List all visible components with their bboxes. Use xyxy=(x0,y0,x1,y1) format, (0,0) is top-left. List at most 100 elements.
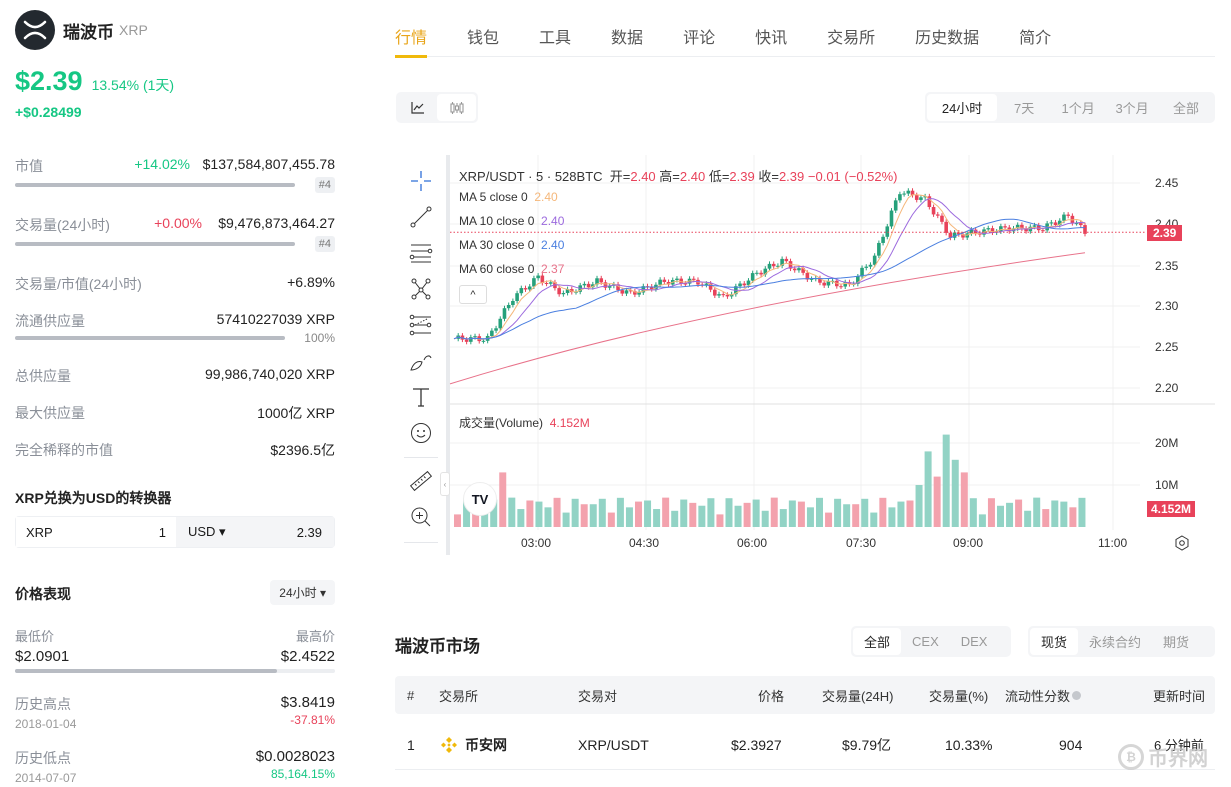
filter-cex[interactable]: CEX xyxy=(912,634,939,649)
row-exchange[interactable]: 币安网 xyxy=(439,720,507,769)
tab-wallet[interactable]: 钱包 xyxy=(467,30,500,47)
from-value[interactable]: 1 xyxy=(158,524,166,540)
range-1m[interactable]: 1个月 xyxy=(1061,101,1095,116)
chart-settings-button[interactable] xyxy=(1174,535,1190,556)
range-7d[interactable]: 7天 xyxy=(1014,101,1035,116)
col-volume-pct[interactable]: 交易量(%) xyxy=(929,688,989,704)
time-tick: 07:30 xyxy=(846,536,877,550)
emoji-tool[interactable] xyxy=(409,421,433,445)
performance-period-select[interactable]: 24小时 ▾ xyxy=(270,580,335,605)
all-time-low: 历史低点 2014-07-07 $0.0028023 85,164.15% xyxy=(15,748,335,785)
tab-intro[interactable]: 简介 xyxy=(1019,30,1052,47)
converter-from-input[interactable]: XRP 1 xyxy=(16,517,176,547)
filter-spot[interactable]: 现货 xyxy=(1030,628,1079,655)
tab-data[interactable]: 数据 xyxy=(611,30,644,47)
performance-title: 价格表现 xyxy=(15,586,71,602)
fib-tool[interactable] xyxy=(409,313,433,337)
range-all[interactable]: 全部 xyxy=(1173,101,1200,116)
range-24h[interactable]: 24小时 xyxy=(927,94,998,121)
horizontal-lines-tool[interactable] xyxy=(409,241,433,265)
col-liquidity[interactable]: 流动性分数 xyxy=(1005,676,1082,714)
current-price: $2.39 xyxy=(15,66,83,96)
tab-history[interactable]: 历史数据 xyxy=(915,30,980,47)
stat-label: 交易量(24小时) xyxy=(15,217,110,233)
tab-tools[interactable]: 工具 xyxy=(539,30,572,47)
ma10-legend: MA 10 close 0 2.40 xyxy=(459,214,565,228)
stat-pct: +14.02% xyxy=(134,156,190,172)
tab-comments[interactable]: 评论 xyxy=(683,30,716,47)
tab-market[interactable]: 行情 xyxy=(395,0,428,58)
info-icon[interactable] xyxy=(1072,690,1082,700)
watermark: ₿ 币界网 xyxy=(1118,742,1208,771)
volume-bar xyxy=(15,242,295,246)
row-updated: 6 分钟前 xyxy=(1154,738,1204,753)
range-3m[interactable]: 3个月 xyxy=(1115,101,1149,116)
candlestick-chart-button[interactable] xyxy=(437,94,476,121)
low-label: 最低价 xyxy=(15,629,55,644)
row-price: $2.3927 xyxy=(731,736,782,753)
col-volume[interactable]: 交易量(24H) xyxy=(822,688,894,704)
pattern-tool[interactable] xyxy=(409,277,433,301)
volume-legend: 成交量(Volume) 4.152M xyxy=(459,416,590,430)
atl-date: 2014-07-07 xyxy=(15,771,77,785)
tab-news[interactable]: 快讯 xyxy=(755,30,788,47)
stat-max-supply: 最大供应量 1000亿 XRP xyxy=(15,403,335,423)
price-change-abs: +$0.28499 xyxy=(15,104,82,120)
ma5-legend: MA 5 close 0 2.40 xyxy=(459,190,558,204)
text-tool[interactable] xyxy=(409,385,433,409)
price-tick: 2.20 xyxy=(1155,381,1179,395)
chevron-up-icon: ^ xyxy=(470,288,476,301)
tab-exchanges[interactable]: 交易所 xyxy=(827,30,876,47)
pair-label: XRP/USDT · 5 · 528BTC xyxy=(459,169,603,184)
chart-type-toggle xyxy=(396,92,478,123)
row-volume: $9.79亿 xyxy=(842,736,892,753)
row-pair[interactable]: XRP/USDT xyxy=(578,736,649,753)
zoom-tool[interactable] xyxy=(409,505,433,529)
settings-gear-icon xyxy=(1175,535,1189,551)
converter-to: USD ▾ 2.39 xyxy=(176,517,334,547)
crosshair-tool[interactable] xyxy=(409,169,433,193)
filter-futures[interactable]: 期货 xyxy=(1163,635,1190,650)
ohlc-change: −0.01 (−0.52%) xyxy=(807,169,898,184)
measure-tool[interactable] xyxy=(409,469,433,493)
tradingview-logo[interactable]: TV xyxy=(463,482,497,516)
col-price[interactable]: 价格 xyxy=(758,688,785,704)
ath-value: $3.8419 xyxy=(280,694,335,711)
market-cap-bar xyxy=(15,183,295,187)
stat-value: +6.89% xyxy=(287,274,335,290)
parallel-lines-icon xyxy=(409,244,433,263)
line-chart-button[interactable] xyxy=(398,94,437,121)
price-row: $2.39 13.54% (1天) xyxy=(15,66,174,97)
volume-tick: 10M xyxy=(1155,478,1179,492)
last-price-tag: 2.39 xyxy=(1147,225,1183,241)
coin-name: 瑞波币 xyxy=(63,22,114,42)
stat-label: 流通供应量 xyxy=(15,313,85,329)
filter-perpetual[interactable]: 永续合约 xyxy=(1089,635,1142,650)
collapse-toolbar-handle[interactable]: ‹ xyxy=(440,472,450,496)
text-icon xyxy=(413,388,429,407)
stat-label: 最大供应量 xyxy=(15,405,85,421)
row-rank: 1 xyxy=(407,736,415,753)
filter-all[interactable]: 全部 xyxy=(853,628,902,655)
row-liquidity: 904 xyxy=(1059,736,1083,753)
price-tick: 2.30 xyxy=(1155,299,1179,313)
coin-symbol: XRP xyxy=(119,22,148,38)
main-tabs: 行情 钱包 工具 数据 评论 快讯 交易所 历史数据 简介 xyxy=(395,0,1215,58)
filter-dex[interactable]: DEX xyxy=(960,634,988,649)
collapse-legend-button[interactable]: ^ xyxy=(459,285,487,304)
stat-value: $9,476,873,464.27 xyxy=(218,215,335,231)
stat-circulating: 流通供应量 57410227039 XRP xyxy=(15,311,335,331)
line-chart-icon xyxy=(410,101,424,114)
stat-pct: +0.00% xyxy=(154,215,202,231)
trendline-tool[interactable] xyxy=(409,205,433,229)
brush-tool[interactable] xyxy=(409,349,433,373)
ma60-legend: MA 60 close 0 2.37 xyxy=(459,262,565,276)
atl-pct: 85,164.15% xyxy=(270,767,335,781)
to-currency-select[interactable]: USD ▾ xyxy=(188,524,226,539)
toolbar-separator xyxy=(446,155,450,555)
table-row[interactable]: 1 币安网 XRP/USDT $2.3927 $9.79亿 10.33% 904… xyxy=(395,720,1215,770)
converter-title: XRP兑换为USD的转换器 xyxy=(15,490,172,506)
time-tick: 03:00 xyxy=(521,536,552,550)
last-volume-tag: 4.152M xyxy=(1147,501,1196,517)
market-type-filter: 全部 CEX DEX xyxy=(851,626,1011,657)
